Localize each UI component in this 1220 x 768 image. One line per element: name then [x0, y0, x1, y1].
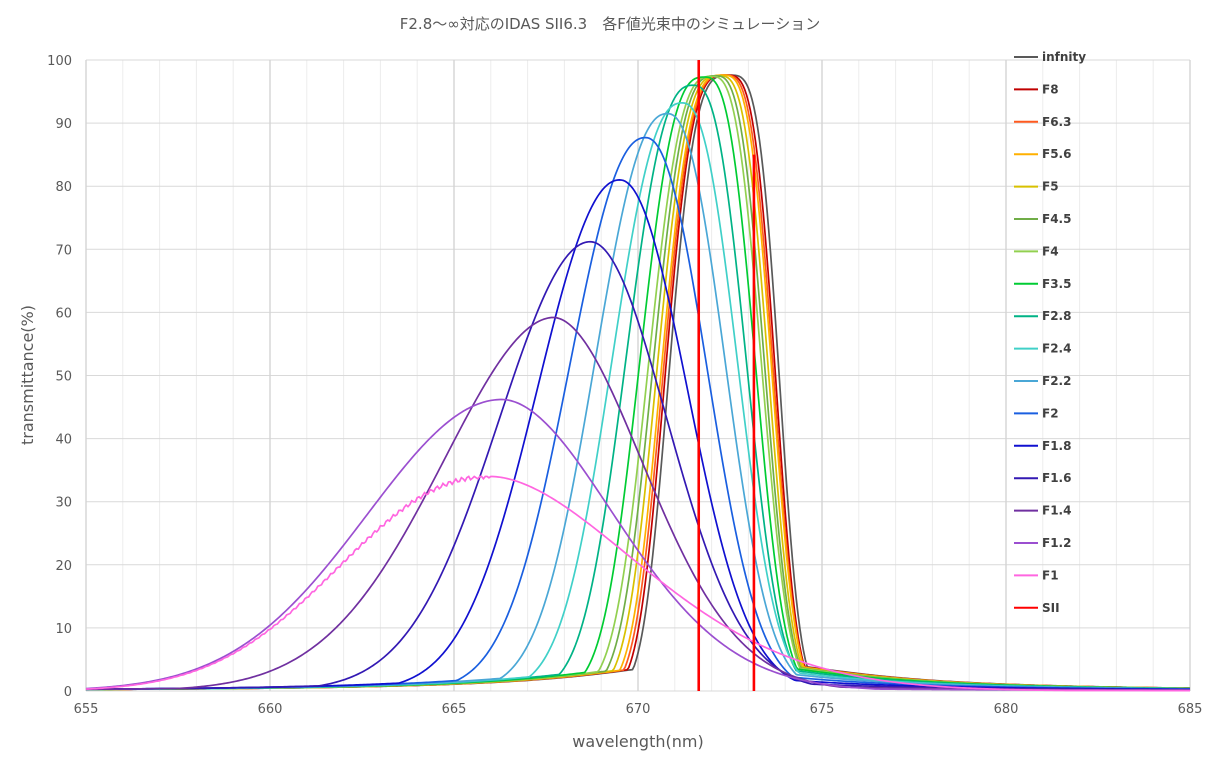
legend-label: F1.4: [1042, 504, 1071, 518]
legend-label: F2.2: [1042, 374, 1071, 388]
legend-label: F4.5: [1042, 212, 1071, 226]
chart-title: F2.8～∞対応のIDAS SII6.3 各F値光束中のシミュレーション: [400, 15, 821, 33]
x-tick-label: 675: [810, 702, 835, 717]
y-tick-label: 80: [55, 180, 72, 195]
y-tick-label: 50: [55, 370, 72, 385]
series-layer: [85, 60, 1191, 692]
legend-label: infnity: [1042, 50, 1086, 64]
y-tick-label: 60: [55, 306, 72, 321]
y-axis-title: transmittance(%): [18, 305, 37, 445]
x-axis-ticks: 655 660 665 670 675 680 685: [74, 702, 1203, 717]
y-tick-label: 40: [55, 433, 72, 448]
x-tick-label: 660: [258, 702, 283, 717]
x-tick-label: 685: [1178, 702, 1203, 717]
legend-label: F6.3: [1042, 115, 1071, 129]
legend: infnity F8 F6.3 F5.6 F5 F4.5 F4 F3.5 F2.8 F2.4 F2.…: [1014, 50, 1086, 615]
y-tick-label: 100: [47, 54, 72, 69]
y-tick-label: 90: [55, 117, 72, 132]
legend-label: F5.6: [1042, 147, 1071, 161]
y-tick-label: 0: [64, 685, 72, 700]
legend-label: F2.8: [1042, 309, 1071, 323]
x-tick-label: 665: [442, 702, 467, 717]
y-tick-label: 20: [55, 559, 72, 574]
x-tick-label: 680: [994, 702, 1019, 717]
legend-label: F8: [1042, 82, 1059, 96]
y-tick-label: 30: [55, 496, 72, 511]
x-tick-label: 655: [74, 702, 99, 717]
x-axis-title: wavelength(nm): [572, 732, 703, 751]
legend-label: F1.6: [1042, 471, 1071, 485]
legend-label: F2.4: [1042, 342, 1071, 356]
legend-label: F1.2: [1042, 536, 1071, 550]
x-tick-label: 670: [626, 702, 651, 717]
legend-label: F4: [1042, 244, 1059, 258]
series-line-f1: [85, 475, 1191, 692]
y-axis-ticks: 0 10 20 30 40 50 60 70 80 90 100: [47, 54, 72, 700]
legend-label: F1.8: [1042, 439, 1071, 453]
legend-label: F1: [1042, 568, 1059, 582]
legend-label: SII: [1042, 601, 1060, 615]
legend-label: F2: [1042, 406, 1059, 420]
legend-label: F5: [1042, 180, 1059, 194]
legend-label: F3.5: [1042, 277, 1071, 291]
y-tick-label: 10: [55, 622, 72, 637]
y-tick-label: 70: [55, 243, 72, 258]
